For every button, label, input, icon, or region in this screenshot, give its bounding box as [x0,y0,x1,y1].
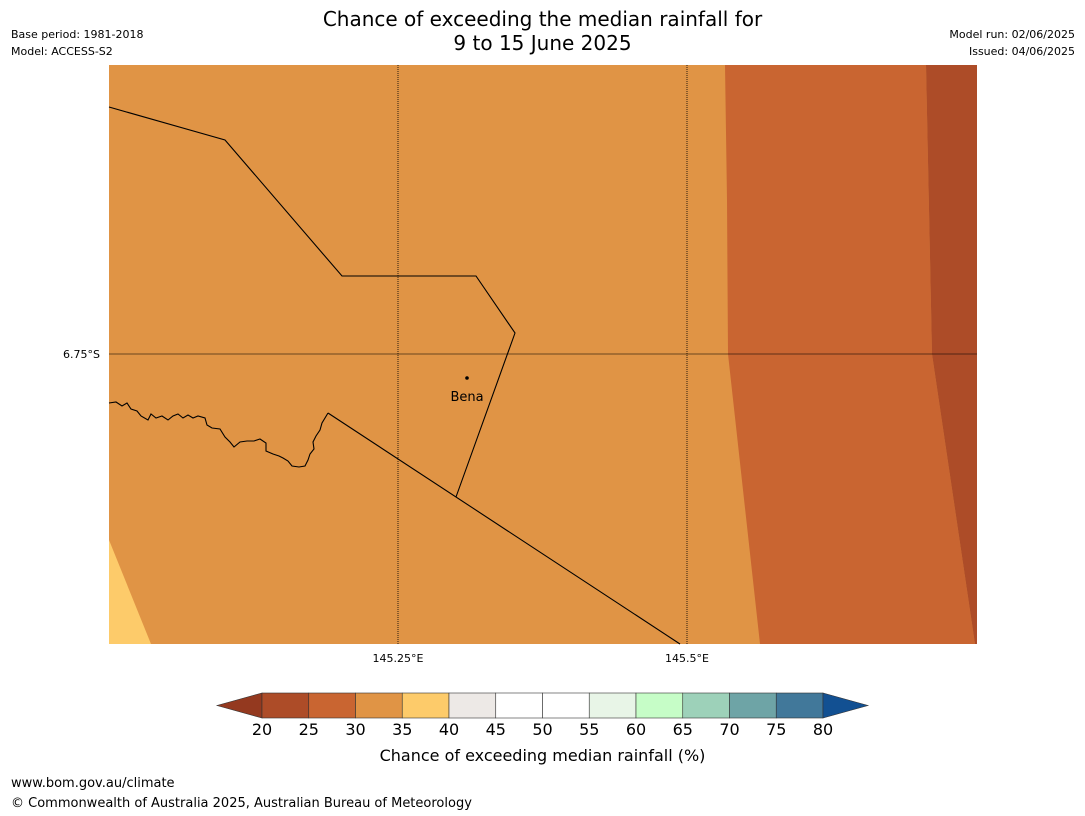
colorbar-tick-label: 35 [392,720,413,739]
colorbar-segment [261,692,310,719]
colorbar-high-extend [822,692,870,719]
colorbar-segment [448,692,497,719]
model-name: Model: ACCESS-S2 [11,45,113,58]
model-run-date: Model run: 02/06/2025 [949,28,1075,41]
colorbar-segment [495,692,543,719]
map-title-line1: Chance of exceeding the median rainfall … [322,7,763,31]
footer-url[interactable]: www.bom.gov.au/climate [11,776,175,791]
colorbar-tick-label: 25 [298,720,319,739]
colorbar-tick-label: 20 [251,720,273,739]
latitude-label: 6.75°S [63,348,100,361]
colorbar-low-extend [215,692,263,719]
issued-date: Issued: 04/06/2025 [968,45,1075,58]
boundary-line [327,412,681,645]
boundary-line [108,106,516,498]
zone-25-30 [725,65,975,644]
colorbar-segment [308,692,356,719]
longitude-label: 145.5°E [665,652,709,665]
colorbar-tick-label: 45 [485,720,506,739]
longitude-label: 145.25°E [373,652,424,665]
map-title-line2: 9 to 15 June 2025 [453,31,632,55]
colorbar-tick-label: 55 [579,720,600,739]
colorbar-segment [729,692,777,719]
place-label: Bena [450,390,483,405]
colorbar-segment [682,692,730,719]
colorbar-tick-label: 65 [672,720,693,739]
colorbar-tick-label: 50 [532,720,553,739]
map-panel: Bena 6.75°S 145.25°E 145.5°E [63,65,977,665]
base-period: Base period: 1981-2018 [11,28,144,41]
colorbar-tick-label: 80 [812,720,834,739]
colorbar-tick-label: 75 [766,720,787,739]
colorbar-tick-label: 40 [438,720,460,739]
footer-copyright: © Commonwealth of Australia 2025, Austra… [11,796,472,811]
colorbar-tick-label: 30 [345,720,366,739]
colorbar-segment [588,692,637,719]
boundary-line [108,401,329,468]
colorbar-segment [401,692,450,719]
colorbar-segment [542,692,590,719]
colorbar [215,692,870,719]
zone-20-25 [926,65,977,644]
colorbar-title: Chance of exceeding median rainfall (%) [379,746,706,765]
colorbar-segment [635,692,684,719]
colorbar-segment [775,692,824,719]
colorbar-segment [355,692,403,719]
colorbar-tick-label: 60 [625,720,647,739]
town-marker [465,376,469,380]
zone-35-40 [109,540,151,644]
colorbar-tick-label: 70 [719,720,740,739]
